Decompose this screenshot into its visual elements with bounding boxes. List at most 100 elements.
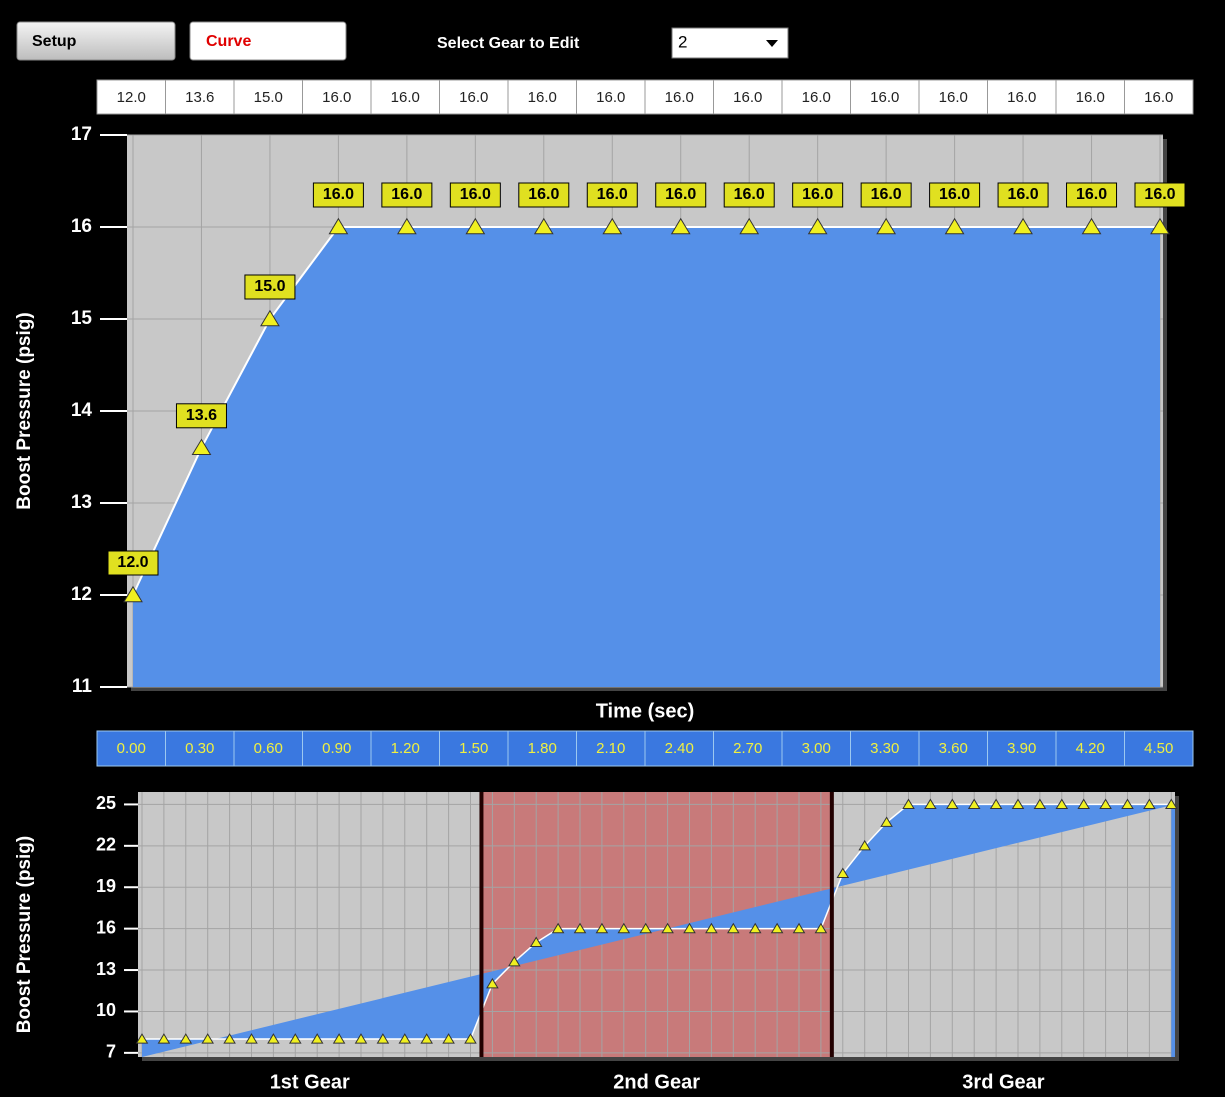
marker xyxy=(328,217,349,235)
marker xyxy=(508,955,521,967)
time-cell-text: 0.60 xyxy=(254,740,283,757)
value-cell xyxy=(918,79,988,115)
data-label: 13.6 xyxy=(186,407,217,424)
marker xyxy=(683,922,696,934)
data-label-box xyxy=(929,182,981,208)
data-label-box xyxy=(518,182,570,208)
value-cell-text: 13.6 xyxy=(185,89,214,106)
time-cell-text: 1.20 xyxy=(391,740,420,757)
marker xyxy=(1011,798,1025,809)
marker xyxy=(1055,798,1069,809)
y-tick-label: 16 xyxy=(71,216,92,237)
gear-select-label: Select Gear to Edit xyxy=(437,35,580,52)
data-label: 16.0 xyxy=(1144,186,1175,203)
marker xyxy=(398,1033,412,1044)
value-cell-text: 16.0 xyxy=(939,89,968,106)
value-cell-text: 16.0 xyxy=(459,89,488,106)
time-cell-text: 1.50 xyxy=(459,740,488,757)
marker xyxy=(836,867,850,878)
value-cell xyxy=(1055,79,1125,115)
data-label: 16.0 xyxy=(871,186,902,203)
marker xyxy=(223,1033,236,1044)
dropdown-arrow[interactable] xyxy=(766,40,778,47)
marker xyxy=(135,1033,149,1044)
time-cell xyxy=(233,730,303,767)
data-label: 16.0 xyxy=(1076,186,1107,203)
marker xyxy=(465,217,486,235)
time-cell-text: 0.30 xyxy=(185,740,214,757)
data-label: 16.0 xyxy=(939,186,970,203)
marker xyxy=(924,798,937,809)
time-cell-text: 3.00 xyxy=(802,740,831,757)
y-axis-label: Boost Pressure (psig) xyxy=(14,836,35,1033)
value-cell xyxy=(439,79,509,115)
marker xyxy=(1013,217,1033,235)
time-cell xyxy=(1055,730,1125,767)
gear-dropdown[interactable]: 2 xyxy=(671,27,789,59)
data-label: 16.0 xyxy=(734,186,765,203)
data-label-box xyxy=(312,182,364,208)
value-cell-text: 16.0 xyxy=(1076,89,1105,106)
value-cell-text: 16.0 xyxy=(870,89,899,106)
marker xyxy=(902,798,915,809)
data-label-box xyxy=(449,182,501,208)
data-label-box xyxy=(175,403,227,429)
marker xyxy=(770,922,784,934)
y-tick-label: 14 xyxy=(71,400,93,421)
marker xyxy=(464,1033,477,1044)
y-tick-label: 7 xyxy=(106,1042,116,1062)
curve-button-label[interactable]: Curve xyxy=(206,33,251,50)
time-cell xyxy=(439,730,509,767)
data-label-box xyxy=(586,182,638,208)
y-tick-label: 13 xyxy=(71,492,92,513)
data-label-box xyxy=(723,182,775,208)
marker xyxy=(727,922,740,934)
time-cell-text: 0.90 xyxy=(322,740,351,757)
marker xyxy=(1077,798,1090,809)
marker xyxy=(289,1033,302,1044)
marker xyxy=(310,1033,324,1044)
curve-button[interactable]: Curve xyxy=(189,21,347,61)
value-cell xyxy=(302,79,372,115)
time-cell-text: 2.10 xyxy=(596,740,625,757)
value-cell-text: 16.0 xyxy=(733,89,762,106)
setup-button[interactable]: Setup xyxy=(16,21,176,61)
value-cell-text: 16.0 xyxy=(391,89,420,106)
marker xyxy=(1150,217,1170,235)
time-cell-text: 3.30 xyxy=(870,740,899,757)
marker xyxy=(944,217,965,235)
marker xyxy=(420,1033,433,1044)
time-cell-text: 0.00 xyxy=(117,740,146,757)
y-tick-label: 19 xyxy=(96,876,116,896)
x-axis-label: Time (sec) xyxy=(596,700,695,722)
data-label: 16.0 xyxy=(323,186,354,203)
marker xyxy=(1165,798,1178,809)
value-cell-text: 16.0 xyxy=(596,89,625,106)
value-cell xyxy=(1124,79,1194,115)
curve-button-face[interactable] xyxy=(189,21,347,61)
marker xyxy=(1033,798,1047,809)
marker xyxy=(396,217,417,235)
value-cell xyxy=(165,79,235,115)
setup-button-face[interactable] xyxy=(16,21,176,61)
marker xyxy=(807,217,828,235)
data-label: 16.0 xyxy=(460,186,491,203)
y-tick-label: 15 xyxy=(71,308,93,329)
marker xyxy=(354,1033,368,1044)
value-cell xyxy=(370,79,440,115)
value-cell-text: 16.0 xyxy=(528,89,557,106)
value-cell-text: 16.0 xyxy=(665,89,694,106)
data-label-box xyxy=(860,182,912,208)
setup-button-label[interactable]: Setup xyxy=(32,33,77,50)
marker xyxy=(179,1033,193,1044)
gear-dropdown-value[interactable]: 2 xyxy=(678,32,687,51)
data-label-box xyxy=(997,182,1049,208)
value-cell-text: 12.0 xyxy=(117,89,146,106)
marker xyxy=(123,585,143,603)
gear-label: 2nd Gear xyxy=(613,1071,700,1093)
marker xyxy=(595,922,609,934)
data-label: 12.0 xyxy=(117,554,148,571)
value-cell-text: 16.0 xyxy=(1144,89,1173,106)
time-cell xyxy=(781,730,851,767)
